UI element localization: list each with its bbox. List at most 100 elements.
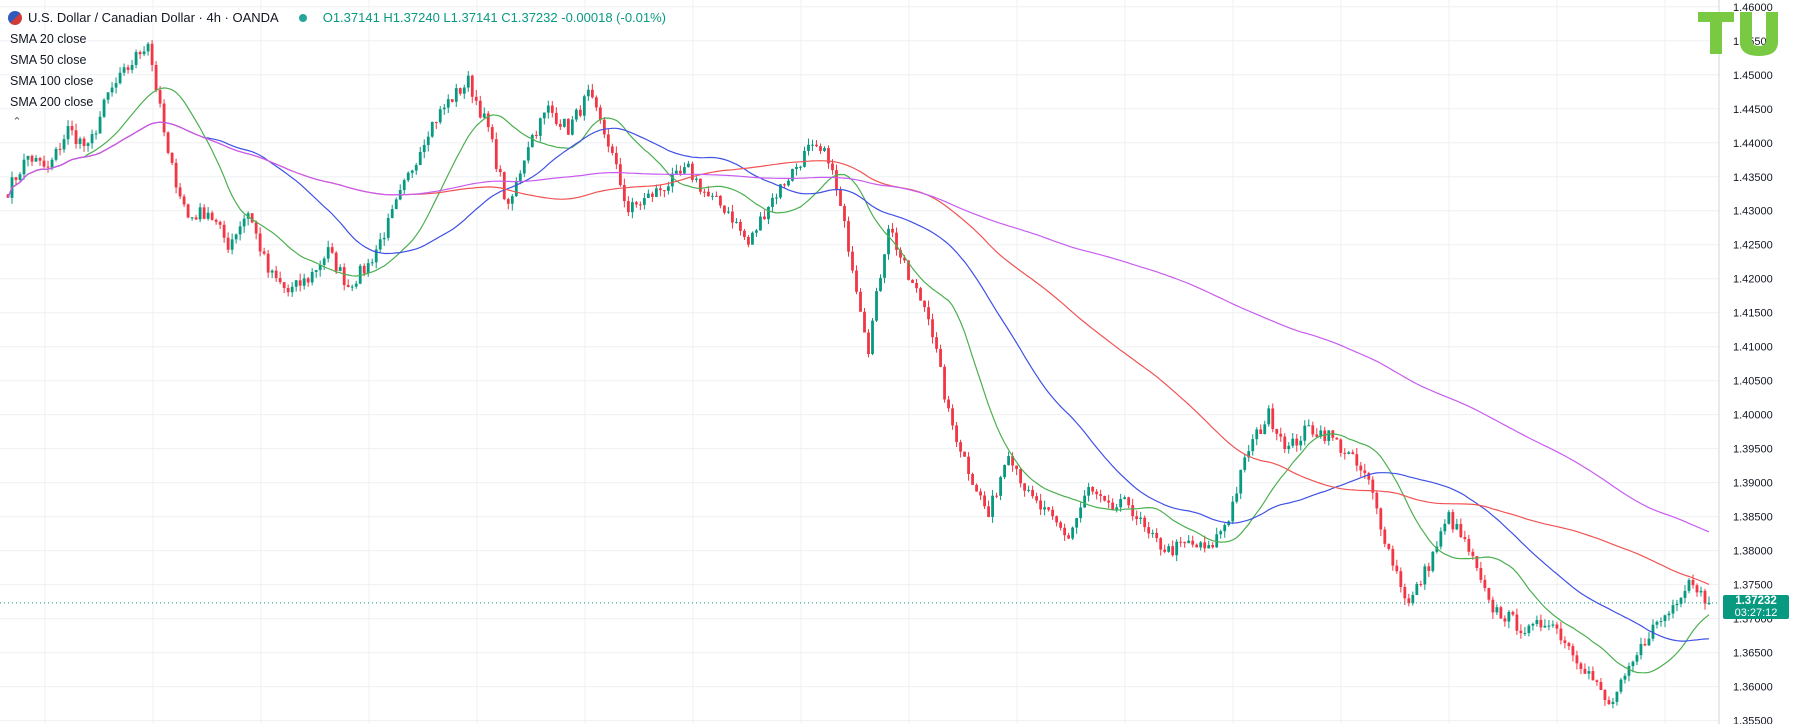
candle-body [406, 172, 410, 181]
candle-body [390, 209, 394, 219]
candle-body [514, 180, 518, 197]
candle-body [314, 270, 318, 272]
candle-body [1507, 611, 1511, 622]
candle-body [382, 237, 386, 240]
candle-body [1639, 644, 1643, 656]
y-tick-label: 1.41000 [1733, 342, 1773, 354]
candle-body [542, 112, 546, 119]
candle-body [1179, 541, 1183, 543]
candle-body [1203, 542, 1207, 549]
candle-body [242, 218, 246, 227]
candle-body [1663, 615, 1667, 622]
candle-body [110, 87, 114, 93]
tu-logo-icon [1698, 12, 1778, 56]
candle-body [658, 188, 662, 191]
candle-body [1071, 527, 1075, 539]
candle-body [1419, 584, 1423, 586]
candle-body [751, 232, 754, 245]
candle-body [1263, 424, 1267, 435]
candle-body [807, 144, 810, 151]
candle-body [674, 170, 678, 174]
candle-body [578, 109, 582, 116]
price-axis[interactable]: 1.460001.455001.450001.445001.440001.435… [1733, 2, 1773, 724]
candle-body [1059, 522, 1063, 528]
candle-body [1471, 551, 1475, 557]
candle-body [1143, 517, 1147, 528]
candle-body [1391, 548, 1395, 566]
candle-body [891, 228, 894, 233]
candle-body [654, 188, 658, 197]
candle-body [691, 163, 694, 180]
candle-body [1587, 671, 1591, 674]
symbol-title[interactable]: U.S. Dollar / Canadian Dollar · 4h · OAN… [28, 10, 279, 25]
candle-body [1047, 507, 1051, 510]
candle-body [1595, 680, 1599, 683]
candle-body [775, 197, 778, 199]
candle-body [166, 132, 170, 153]
candle-body [602, 119, 606, 135]
candle-body [1579, 663, 1583, 669]
candle-body [1151, 532, 1155, 534]
candle-body [887, 228, 890, 255]
candle-body [1635, 655, 1639, 662]
candle-body [1123, 497, 1127, 499]
candle-body [911, 279, 914, 283]
y-tick-label: 1.42500 [1733, 240, 1773, 252]
candle-body [735, 221, 738, 223]
candle-body [1319, 430, 1323, 437]
candle-body [1431, 551, 1435, 571]
candle-body [34, 158, 38, 162]
candle-body [86, 143, 90, 146]
candle-body [614, 152, 618, 165]
candle-body [1363, 470, 1367, 474]
candle-body [1207, 545, 1211, 549]
candle-body [935, 337, 938, 349]
candle-body [1299, 440, 1303, 446]
candle-body [1675, 603, 1679, 606]
candle-body [170, 152, 174, 163]
candle-body [1063, 527, 1067, 536]
candle-body [1119, 498, 1123, 508]
chevron-up-icon[interactable]: ⌃ [12, 116, 22, 128]
candle-body [831, 163, 834, 171]
candle-body [715, 195, 718, 197]
candle-body [1215, 534, 1219, 548]
indicator-sma50[interactable]: SMA 50 close [10, 53, 87, 67]
candle-body [446, 99, 450, 108]
candle-body [526, 147, 530, 161]
y-tick-label: 1.44000 [1733, 138, 1773, 150]
candle-body [1371, 479, 1375, 493]
candle-body [1291, 438, 1295, 446]
indicator-sma20[interactable]: SMA 20 close [10, 32, 87, 46]
candle-body [470, 75, 474, 97]
candle-body [875, 291, 878, 321]
candle-body [1555, 624, 1559, 629]
candle-body [46, 166, 50, 168]
candle-body [434, 121, 438, 123]
candle-body [274, 270, 278, 279]
candle-body [1223, 525, 1227, 532]
candle-body [202, 207, 206, 219]
candle-body [1351, 452, 1355, 455]
candle-body [867, 332, 870, 355]
candle-body [678, 170, 682, 174]
candle-body [711, 195, 714, 197]
candle-body [522, 160, 526, 174]
candle-body [939, 348, 942, 367]
candle-body [1099, 494, 1103, 496]
candle-body [1283, 436, 1287, 450]
candle-body [454, 88, 458, 102]
candle-body [1007, 456, 1010, 466]
candle-body [1139, 517, 1143, 520]
candle-body [38, 158, 42, 161]
candle-body [634, 202, 638, 205]
indicator-sma100[interactable]: SMA 100 close [10, 74, 94, 88]
candle-body [226, 237, 230, 250]
candle-body [1475, 556, 1479, 569]
candle-body [959, 442, 962, 452]
indicator-sma200[interactable]: SMA 200 close [10, 95, 94, 109]
candle-body [703, 191, 706, 193]
candle-body [1247, 451, 1251, 458]
candle-body [1379, 508, 1383, 530]
